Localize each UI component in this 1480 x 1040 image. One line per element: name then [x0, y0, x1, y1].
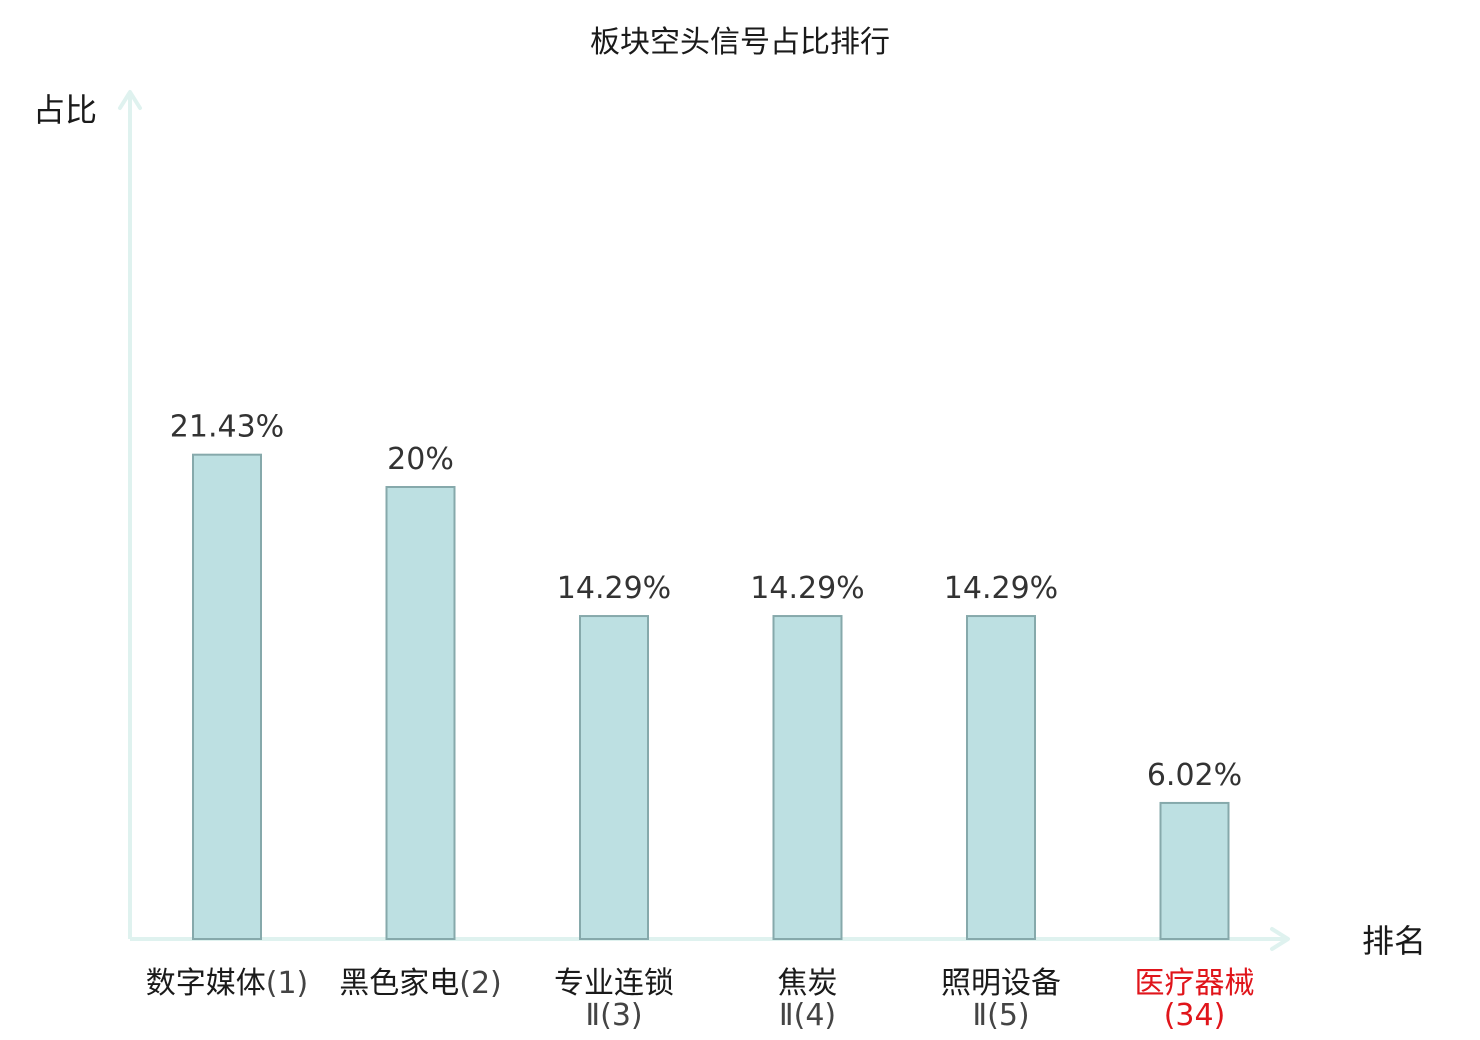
tick-label: 数字媒体(1) [146, 966, 309, 1001]
bars-group [192, 453, 1230, 941]
tick-label: 照明设备 [941, 966, 1061, 1001]
tick-label-rank: (34) [1164, 998, 1226, 1033]
bar [966, 615, 1036, 941]
tick-label-rank: (1) [266, 966, 309, 1001]
data-label: 6.02% [1147, 758, 1242, 793]
tick-label-name: 专业连锁 [554, 966, 674, 1001]
data-label: 20% [387, 442, 454, 477]
bar [772, 615, 843, 941]
tick-label-rank: Ⅱ(4) [779, 998, 836, 1033]
bar [192, 453, 262, 940]
tick-label-name: 照明设备 [941, 966, 1061, 1001]
tick-label: 专业连锁 [554, 966, 674, 1001]
tick-label: 焦炭 [778, 966, 838, 1001]
y-axis-arrow [118, 90, 142, 110]
tick-label-rank: Ⅱ(3) [585, 998, 642, 1033]
data-label: 14.29% [944, 571, 1058, 606]
tick-label-rank: (2) [459, 966, 502, 1001]
bar [385, 486, 456, 940]
tick-label: 黑色家电(2) [339, 966, 502, 1001]
data-label: 14.29% [557, 571, 671, 606]
tick-label-rank: Ⅱ(5) [972, 998, 1029, 1033]
x-axis-label: 排名 [1362, 922, 1426, 960]
x-axis-arrow [1270, 927, 1290, 951]
bar [1159, 801, 1230, 940]
tick-label-name: 数字媒体 [146, 966, 266, 1001]
bar [579, 615, 649, 941]
value-labels-group: 21.43% 20% 14.29% 14.29% 14.29% 6.02% [170, 410, 1242, 793]
tick-label-name: 焦炭 [778, 966, 838, 1001]
tick-label: 医疗器械 [1135, 966, 1255, 1001]
y-axis-label: 占比 [33, 91, 97, 129]
axes [118, 90, 1290, 951]
tick-label-name: 医疗器械 [1135, 966, 1255, 1001]
data-label: 14.29% [750, 571, 864, 606]
tick-label-name: 黑色家电 [339, 966, 459, 1001]
data-label: 21.43% [170, 410, 284, 445]
chart-title: 板块空头信号占比排行 [590, 25, 890, 60]
